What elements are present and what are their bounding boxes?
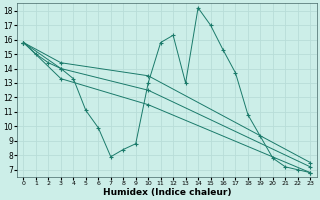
X-axis label: Humidex (Indice chaleur): Humidex (Indice chaleur) [103, 188, 231, 197]
